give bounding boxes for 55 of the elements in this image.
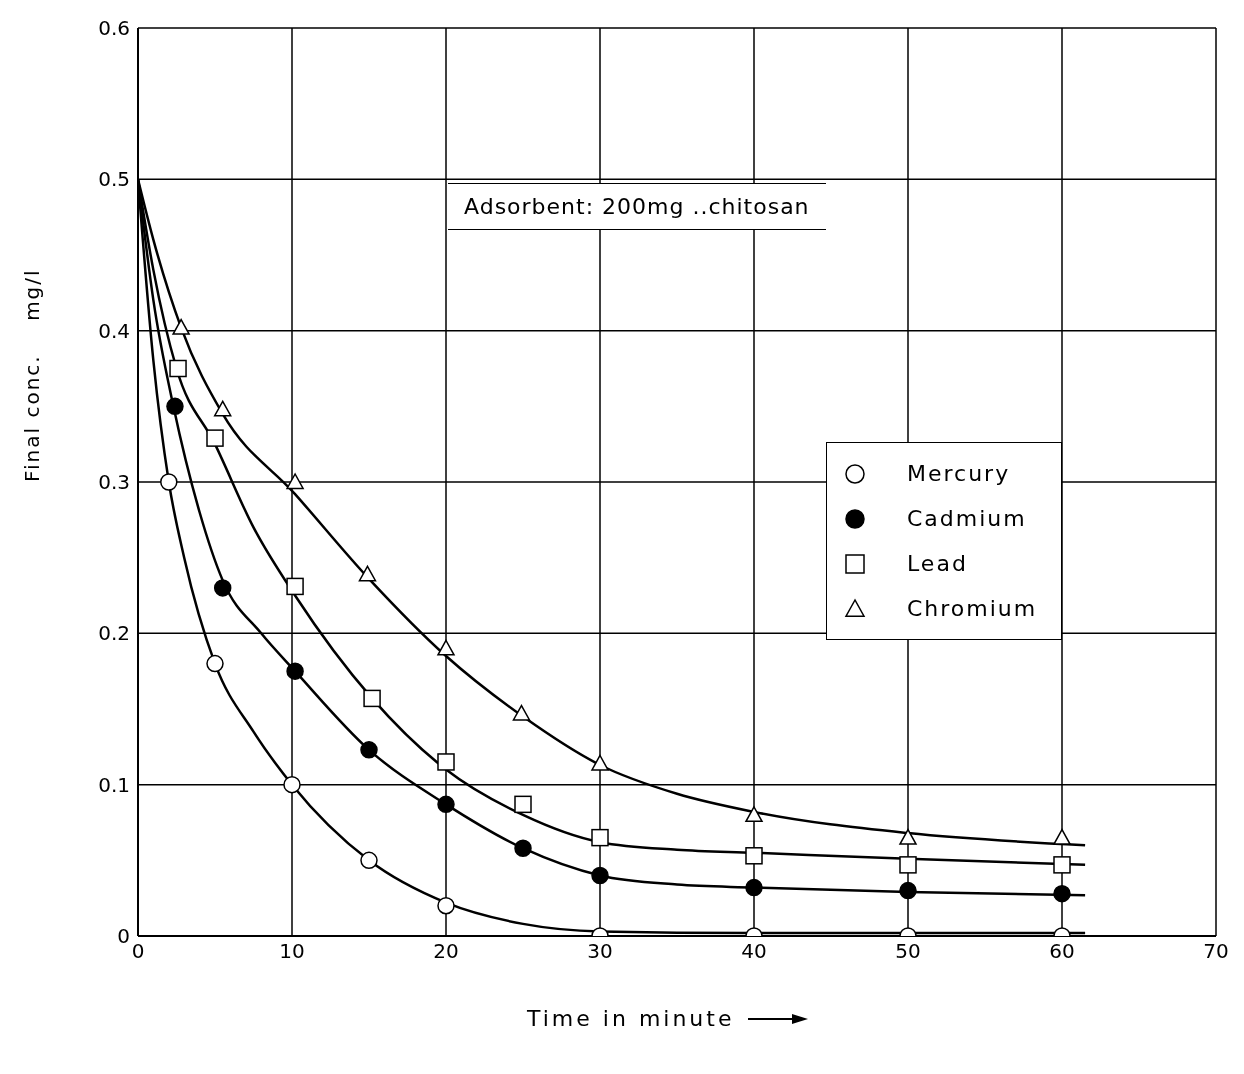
point	[899, 828, 917, 845]
x-axis-title: Time in minute	[527, 1006, 735, 1031]
point	[160, 473, 178, 491]
point	[363, 689, 381, 708]
y-tick-label: 0.6	[98, 16, 130, 41]
point	[512, 704, 531, 721]
x-tick-label: 50	[895, 939, 921, 964]
point	[166, 397, 184, 416]
y-axis-title: Final conc. mg/l	[20, 268, 44, 482]
x-tick-label: 20	[433, 939, 459, 964]
y-tick-label: 0.4	[98, 318, 130, 343]
point	[286, 473, 304, 490]
point	[283, 775, 301, 794]
x-tick-label: 70	[1203, 939, 1229, 964]
point	[745, 878, 763, 897]
point	[172, 318, 190, 335]
point	[206, 654, 224, 673]
y-tick-label: 0.5	[98, 167, 130, 192]
point	[286, 662, 304, 680]
point	[745, 847, 763, 865]
legend-label: Cadmium	[907, 506, 1027, 531]
legend-label: Lead	[907, 551, 968, 576]
point	[1053, 884, 1071, 903]
point	[591, 828, 609, 847]
point	[437, 896, 455, 915]
point	[206, 429, 224, 447]
point	[213, 400, 232, 417]
y-tick-label: 0.1	[98, 772, 130, 797]
point	[358, 565, 377, 582]
point	[437, 753, 455, 771]
point	[591, 866, 609, 885]
point	[437, 639, 455, 656]
annotation: Adsorbent: 200mg ..chitosan	[448, 183, 826, 230]
point	[514, 795, 532, 814]
point	[745, 806, 763, 823]
legend-label: Mercury	[907, 461, 1011, 486]
point	[514, 839, 532, 857]
x-tick-label: 30	[587, 939, 613, 964]
point	[360, 741, 378, 759]
y-tick-label: 0.2	[98, 621, 130, 646]
x-tick-label: 10	[279, 939, 305, 964]
point	[213, 579, 232, 597]
point	[286, 577, 304, 596]
legend-label: Chromium	[907, 596, 1038, 621]
point	[1053, 856, 1071, 874]
y-tick-label: 0.3	[98, 470, 130, 495]
point	[360, 851, 378, 870]
point	[169, 359, 187, 378]
point	[437, 795, 455, 814]
point	[1053, 828, 1071, 845]
x-tick-label: 60	[1049, 939, 1075, 964]
x-tick-label: 40	[741, 939, 767, 964]
point	[899, 881, 917, 900]
point	[899, 856, 917, 874]
point	[591, 754, 609, 771]
